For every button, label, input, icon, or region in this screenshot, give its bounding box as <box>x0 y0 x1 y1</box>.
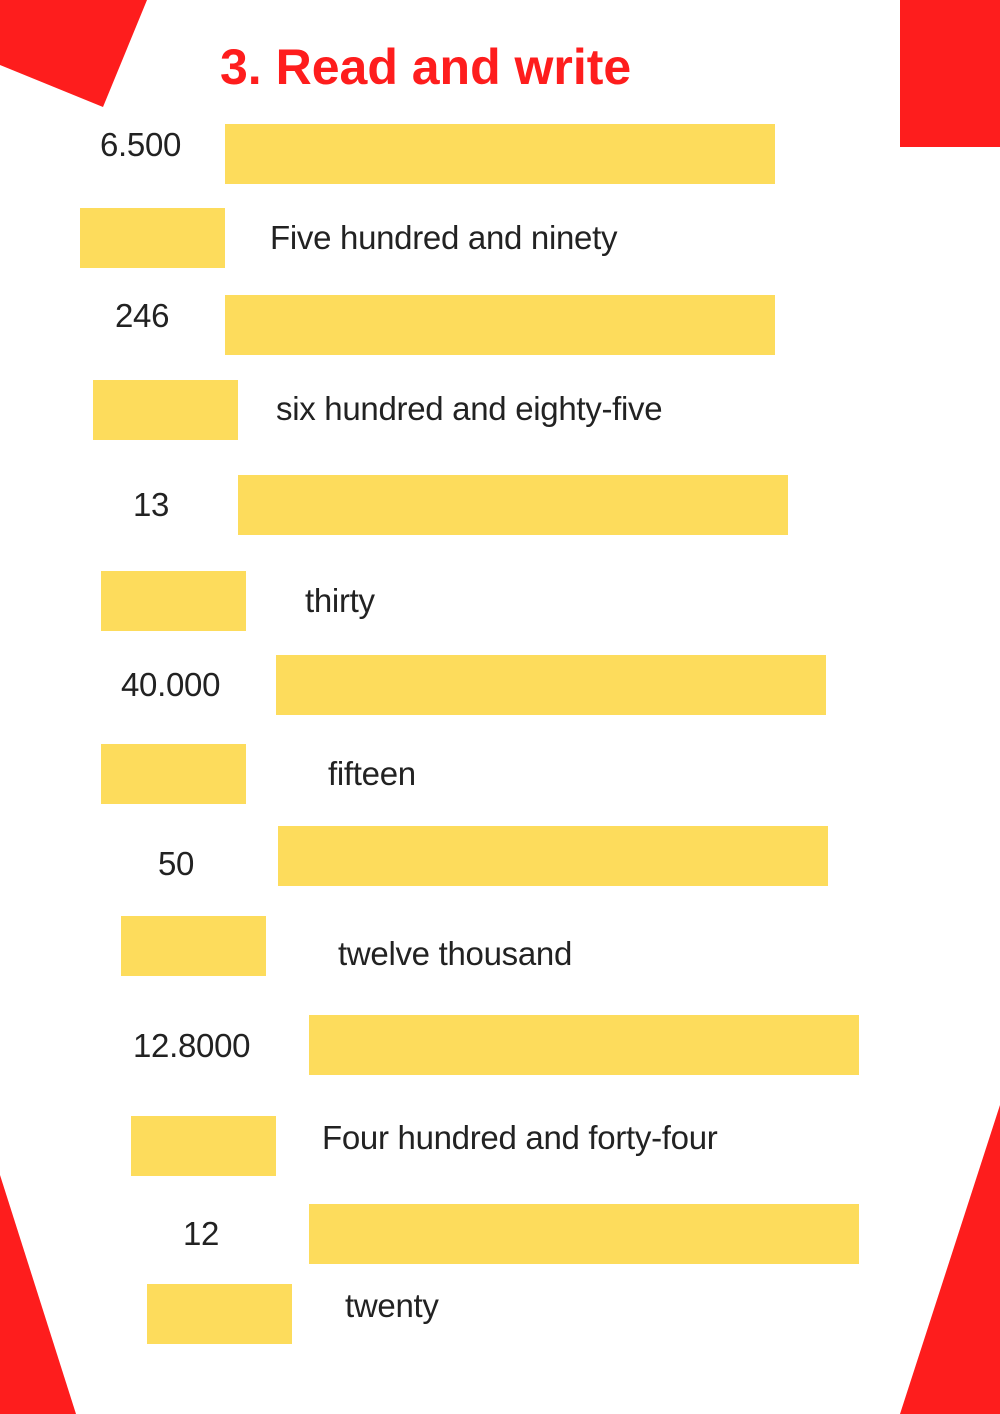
answer-box[interactable] <box>225 295 775 355</box>
item-prompt: fifteen <box>328 755 416 792</box>
item-prompt: twenty <box>345 1287 439 1324</box>
item-prompt: 50 <box>158 845 195 882</box>
answer-box[interactable] <box>101 571 246 631</box>
answer-box[interactable] <box>278 826 828 886</box>
answer-box[interactable] <box>309 1204 859 1264</box>
item-prompt: 12.8000 <box>133 1027 251 1064</box>
answer-box[interactable] <box>276 655 826 715</box>
corner-shape-bottom-right <box>900 1105 1000 1414</box>
item-prompt: thirty <box>305 582 375 619</box>
item-prompt: 6.500 <box>100 126 182 163</box>
corner-shape-bottom-left <box>0 1175 76 1414</box>
answer-box[interactable] <box>309 1015 859 1075</box>
answer-box[interactable] <box>93 380 238 440</box>
answer-box[interactable] <box>225 124 775 184</box>
item-prompt: Five hundred and ninety <box>270 219 618 256</box>
answer-box[interactable] <box>101 744 246 804</box>
answer-box[interactable] <box>121 916 266 976</box>
item-prompt: 40.000 <box>121 666 221 703</box>
answer-box[interactable] <box>147 1284 292 1344</box>
item-prompt: six hundred and eighty-five <box>276 390 663 427</box>
item-prompt: 12 <box>183 1215 220 1252</box>
answer-box[interactable] <box>131 1116 276 1176</box>
corner-shape-top-right <box>900 0 1000 147</box>
item-prompt: twelve thousand <box>338 935 572 972</box>
item-prompt: 13 <box>133 486 170 523</box>
corner-shape-top-left <box>0 0 147 107</box>
item-prompt: 246 <box>115 297 170 334</box>
answer-box[interactable] <box>80 208 225 268</box>
answer-box[interactable] <box>238 475 788 535</box>
item-prompt: Four hundred and forty-four <box>322 1119 718 1156</box>
page-title: 3. Read and write <box>220 39 632 95</box>
